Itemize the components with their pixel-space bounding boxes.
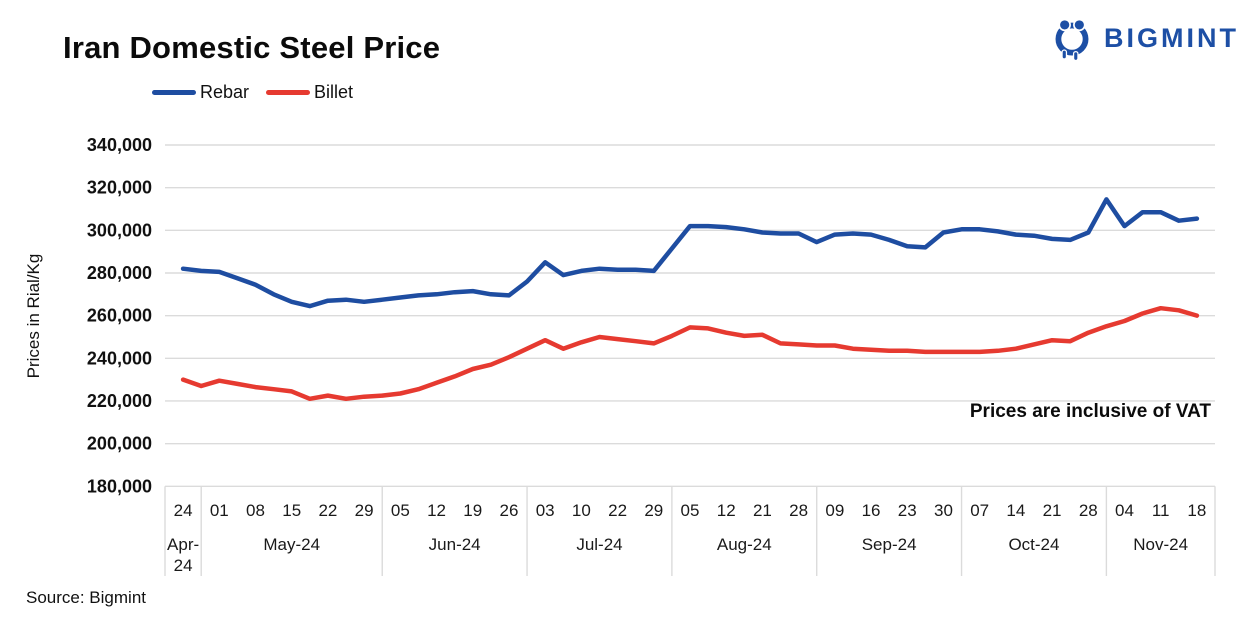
y-axis-tick-label: 200,000 [87, 434, 152, 454]
y-axis-tick-label: 220,000 [87, 391, 152, 411]
x-axis-day-label: 15 [282, 501, 301, 520]
x-axis-day-label: 05 [681, 501, 700, 520]
x-axis-day-label: 22 [608, 501, 627, 520]
billet-series-line [180, 305, 1200, 402]
y-axis-tick-label: 300,000 [87, 220, 152, 240]
x-axis-month-label: Apr- [167, 535, 199, 554]
x-axis-day-label: 28 [1079, 501, 1098, 520]
chart-legend: Rebar Billet [152, 82, 353, 103]
x-axis-day-label: 21 [753, 501, 772, 520]
x-axis-day-label: 09 [825, 501, 844, 520]
x-axis-month-label: Oct-24 [1008, 535, 1059, 554]
bigmint-logo-icon [1055, 18, 1089, 61]
x-axis-month-label: Jul-24 [576, 535, 622, 554]
rebar-series-line [180, 197, 1200, 309]
x-axis-day-label: 23 [898, 501, 917, 520]
x-axis-day-label: 07 [970, 501, 989, 520]
x-axis-day-label: 14 [1006, 501, 1025, 520]
x-axis-day-label: 18 [1187, 501, 1206, 520]
x-axis-day-label: 22 [318, 501, 337, 520]
x-axis-day-label: 21 [1043, 501, 1062, 520]
x-axis-day-label: 08 [246, 501, 265, 520]
x-axis-day-label: 03 [536, 501, 555, 520]
x-axis-month-label: Sep-24 [862, 535, 917, 554]
billet-legend-swatch [266, 90, 311, 95]
x-axis-month-label: Aug-24 [717, 535, 772, 554]
x-axis-day-label: 19 [463, 501, 482, 520]
x-axis-day-label: 29 [644, 501, 663, 520]
x-axis-day-label: 12 [717, 501, 736, 520]
y-axis-tick-label: 340,000 [87, 135, 152, 155]
legend-item-billet: Billet [266, 82, 353, 103]
billet-legend-label: Billet [314, 82, 354, 102]
chart-title: Iran Domestic Steel Price [63, 30, 441, 65]
rebar-legend-label: Rebar [200, 82, 250, 102]
rebar-legend-swatch [152, 90, 196, 95]
x-axis-day-label: 30 [934, 501, 953, 520]
x-axis-day-label: 05 [391, 501, 410, 520]
bigmint-logo-text: BIGMINT [1104, 22, 1239, 53]
bigmint-logo: BIGMINT [1049, 15, 1239, 61]
y-axis-tick-label: 280,000 [87, 263, 152, 283]
x-axis-day-label: 11 [1152, 501, 1170, 520]
x-axis-day-label: 26 [500, 501, 519, 520]
source-note: Source: Bigmint [26, 588, 146, 607]
x-axis-day-label: 29 [355, 501, 374, 520]
x-axis-day-label: 12 [427, 501, 446, 520]
y-axis-tick-label: 320,000 [87, 178, 152, 198]
x-axis-month-label: Jun-24 [429, 535, 481, 554]
y-axis-tick-label: 260,000 [87, 306, 152, 326]
y-axis-tick-label: 240,000 [87, 348, 152, 368]
x-axis-day-label: 04 [1115, 501, 1134, 520]
x-axis-month-label: Nov-24 [1133, 535, 1188, 554]
x-axis-day-label: 01 [210, 501, 229, 520]
x-axis-day-label: 10 [572, 501, 591, 520]
x-axis-day-label: 16 [862, 501, 881, 520]
x-axis-day-label: 24 [174, 501, 193, 520]
x-axis-day-label: 28 [789, 501, 808, 520]
x-axis-month-label: May-24 [263, 535, 320, 554]
vat-annotation: Prices are inclusive of VAT [969, 401, 1211, 422]
y-axis-tick-label: 180,000 [87, 476, 152, 496]
x-axis-month-label: 24 [174, 556, 193, 575]
legend-item-rebar: Rebar [152, 82, 249, 103]
